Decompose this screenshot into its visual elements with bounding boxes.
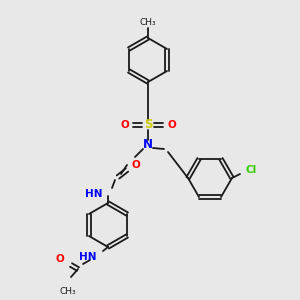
Text: O: O [132, 160, 141, 170]
Text: O: O [167, 120, 176, 130]
Text: HN: HN [85, 189, 103, 199]
Text: Cl: Cl [246, 165, 257, 175]
Text: O: O [55, 254, 64, 264]
Text: N: N [143, 139, 153, 152]
Text: CH₃: CH₃ [60, 287, 76, 296]
Text: S: S [144, 118, 152, 131]
Text: HN: HN [79, 252, 96, 262]
Text: O: O [120, 120, 129, 130]
Text: CH₃: CH₃ [140, 18, 156, 27]
